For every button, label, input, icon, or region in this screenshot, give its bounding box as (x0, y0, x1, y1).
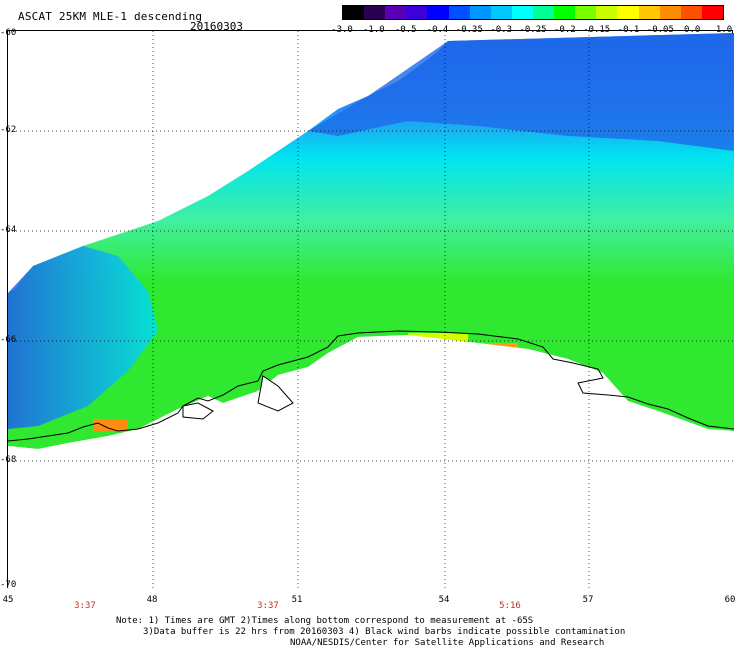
y-label-62: -62 (0, 125, 17, 135)
colorbar-swatch (532, 6, 555, 19)
note-line-2: 3)Data buffer is 22 hrs from 20160303 4)… (143, 627, 626, 637)
y-label-64: -64 (0, 225, 17, 235)
y-label-60: -60 (0, 28, 17, 38)
time-label-2: 3:37 (257, 601, 279, 611)
grid (8, 31, 734, 589)
colorbar-swatch (596, 6, 618, 19)
warm-patch-3 (93, 419, 128, 431)
colorbar-swatch (554, 6, 576, 19)
land-mask (8, 335, 734, 589)
data-swath-left (8, 246, 158, 429)
x-label-45: 45 (2, 595, 14, 605)
data-swath (8, 33, 734, 449)
colorbar-swatch (427, 6, 449, 19)
colorbar-swatch (680, 6, 702, 19)
colorbar-swatch (659, 6, 681, 19)
colorbar-swatch (385, 6, 407, 19)
colorbar-swatch (364, 6, 386, 19)
colorbar-swatch (701, 6, 723, 19)
map-svg (7, 31, 735, 589)
x-label-54: 54 (438, 595, 450, 605)
y-label-66: -66 (0, 335, 17, 345)
map-plot (7, 30, 735, 589)
x-label-60: 60 (724, 595, 736, 605)
note-line-1: Note: 1) Times are GMT 2)Times along bot… (116, 616, 534, 626)
island-outline (182, 402, 214, 420)
warm-patch-4 (408, 333, 468, 341)
colorbar-swatch (406, 6, 428, 19)
x-label-48: 48 (146, 595, 158, 605)
colorbar-swatch (638, 6, 660, 19)
colorbar-swatch (511, 6, 533, 19)
y-label-68: -68 (0, 455, 17, 465)
x-label-51: 51 (291, 595, 303, 605)
y-label-70: -70 (0, 580, 17, 590)
colorbar-swatch (469, 6, 491, 19)
time-label-3: 5:16 (499, 601, 521, 611)
colorbar-swatch (448, 6, 470, 19)
chart-date: 20160303 (190, 20, 243, 33)
data-swath-top-blue (308, 33, 734, 151)
x-label-57: 57 (582, 595, 594, 605)
ice-shelf-outline (257, 375, 294, 412)
colorbar-swatch (617, 6, 639, 19)
colorbar-swatch (490, 6, 512, 19)
note-line-3: NOAA/NESDIS/Center for Satellite Applica… (290, 638, 605, 648)
coastline (7, 330, 735, 442)
colorbar-swatch (343, 6, 365, 19)
chart-title: ASCAT 25KM MLE-1 descending (18, 10, 203, 23)
colorbar (342, 5, 724, 20)
time-label-1: 3:37 (74, 601, 96, 611)
colorbar-swatch (575, 6, 597, 19)
